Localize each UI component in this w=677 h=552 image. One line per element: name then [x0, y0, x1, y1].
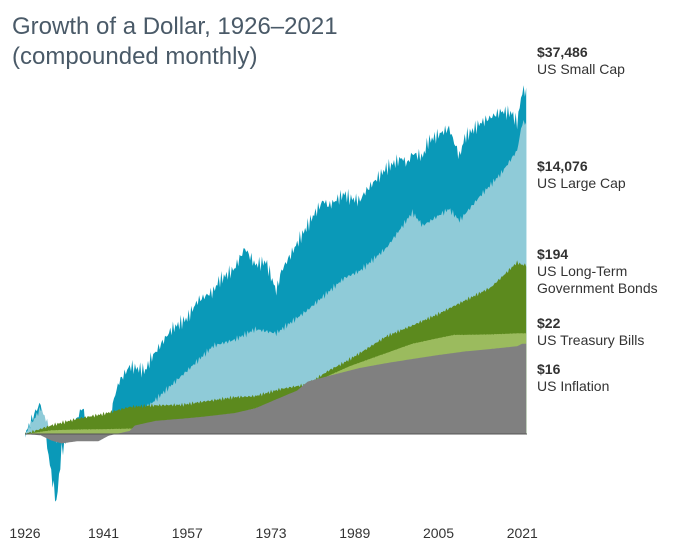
x-tick-label: 1926	[9, 525, 40, 541]
label-t-bills-name: US Treasury Bills	[537, 332, 645, 348]
x-tick-label: 1941	[88, 525, 119, 541]
x-tick-label: 1989	[339, 525, 370, 541]
chart-title-line-1: Growth of a Dollar, 1926–2021	[12, 13, 338, 40]
label-lt-govt-bonds-name: US Long-Term Government Bonds	[537, 263, 658, 296]
label-inflation-value: $16	[537, 361, 561, 377]
x-tick-label: 1973	[255, 525, 286, 541]
chart-title-line-2: (compounded monthly)	[12, 43, 258, 70]
label-lt-govt-bonds: $194 US Long-Term Government Bonds	[537, 246, 672, 297]
x-tick-label: 2021	[507, 525, 538, 541]
label-large-cap-name: US Large Cap	[537, 175, 626, 191]
x-tick-label: 2005	[423, 525, 454, 541]
label-small-cap-name: US Small Cap	[537, 61, 625, 77]
label-large-cap: $14,076 US Large Cap	[537, 158, 626, 192]
label-large-cap-value: $14,076	[537, 158, 588, 174]
label-t-bills: $22 US Treasury Bills	[537, 315, 644, 349]
chart-title: Growth of a Dollar, 1926–2021 (compounde…	[12, 12, 338, 72]
area-us-inflation	[25, 343, 527, 444]
label-inflation-name: US Inflation	[537, 378, 610, 394]
label-small-cap: $37,486 US Small Cap	[537, 44, 625, 78]
label-small-cap-value: $37,486	[537, 44, 588, 60]
x-tick-label: 1957	[172, 525, 203, 541]
label-t-bills-value: $22	[537, 315, 561, 331]
label-inflation: $16 US Inflation	[537, 361, 609, 395]
label-lt-govt-bonds-value: $194	[537, 246, 569, 262]
